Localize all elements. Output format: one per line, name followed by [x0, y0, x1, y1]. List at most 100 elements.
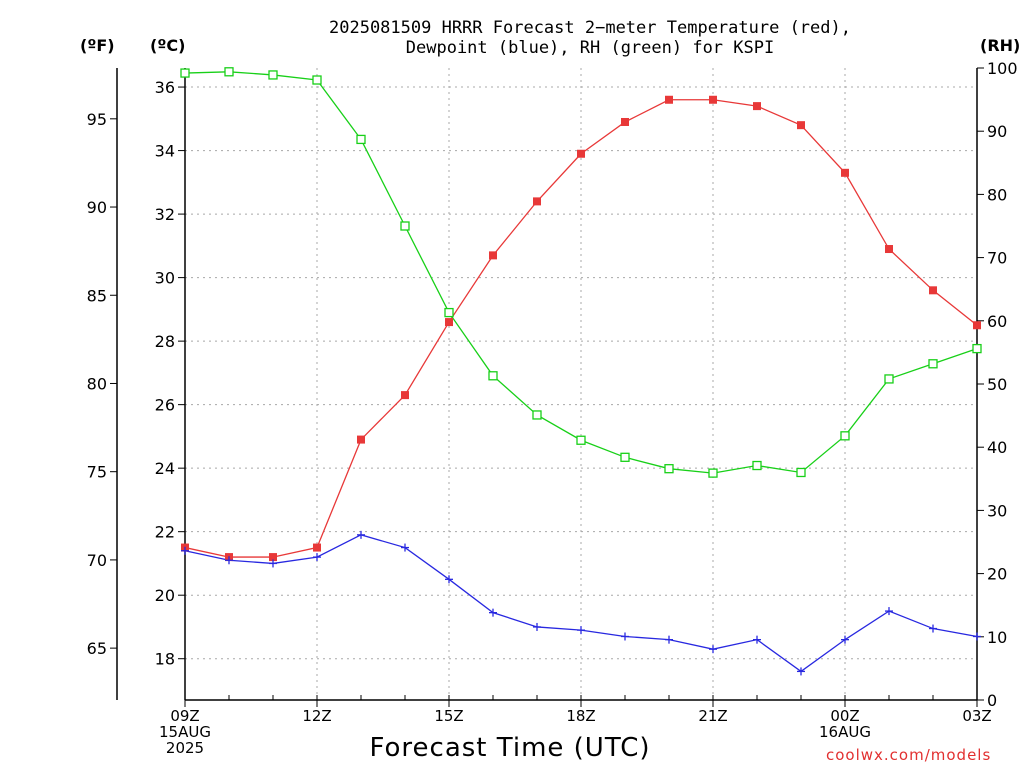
fahrenheit-tick-label: 85: [87, 286, 107, 305]
rh-point: [620, 452, 630, 462]
temperature-point: [885, 245, 893, 254]
rh-point: [928, 359, 938, 369]
rh-tick-label: 60: [987, 312, 1007, 331]
x-tick-label: 00Z: [830, 707, 859, 725]
celsius-tick-label: 36: [155, 78, 175, 97]
dewpoint-point: [489, 608, 497, 617]
rh-point: [532, 410, 542, 420]
rh-point: [664, 464, 674, 474]
celsius-tick-label: 32: [155, 205, 175, 224]
x-tick-label: 15Z: [434, 707, 463, 725]
temperature-point: [841, 168, 849, 177]
dewpoint-point: [753, 635, 761, 644]
rh-point: [884, 374, 894, 384]
dewpoint-point: [929, 624, 937, 633]
temperature-point: [445, 318, 453, 327]
dewpoint-point: [533, 622, 541, 631]
rh-point: [840, 431, 850, 441]
rh-tick-label: 10: [987, 628, 1007, 647]
dewpoint-point: [225, 556, 233, 565]
dewpoint-point: [841, 635, 849, 644]
x-tick-label: 12Z: [302, 707, 331, 725]
rh-tick-label: 70: [987, 249, 1007, 268]
celsius-tick-label: 34: [155, 142, 175, 161]
grid-lines: [185, 68, 977, 700]
celsius-tick-label: 30: [155, 269, 175, 288]
temperature-point: [929, 286, 937, 295]
credit-link[interactable]: coolwx.com/models: [826, 746, 992, 764]
series-markers: [180, 67, 982, 676]
series-lines: [184, 71, 978, 673]
rh-point: [488, 371, 498, 381]
temperature-point: [357, 435, 365, 444]
fahrenheit-tick-label: 95: [87, 110, 107, 129]
dewpoint-point: [357, 530, 365, 539]
celsius-tick-label: 24: [155, 459, 175, 478]
dewpoint-point: [621, 632, 629, 641]
dewpoint-point: [973, 632, 981, 641]
dewpoint-point: [445, 575, 453, 584]
rh-point: [180, 68, 190, 78]
rh-point: [708, 468, 718, 478]
temperature-point: [621, 117, 629, 126]
dewpoint-point: [665, 635, 673, 644]
tick-labels: 18 20 22 24 26 28 30 32 34 36 65 70 75 80 85 90 95 0 10 20 3…: [87, 59, 1018, 757]
rh-point: [444, 307, 454, 318]
rh-point: [312, 75, 322, 85]
x-tick-label: 09Z: [170, 707, 199, 725]
rh-point: [400, 221, 410, 231]
temperature-point: [709, 95, 717, 104]
dewpoint-point: [577, 626, 585, 635]
rh-point: [752, 460, 762, 471]
x-tick-label: 15AUG: [159, 723, 211, 741]
rh-tick-label: 50: [987, 375, 1007, 394]
rh-point: [224, 67, 234, 77]
rh-unit-label: (RH): [980, 36, 1021, 55]
rh-tick-label: 30: [987, 501, 1007, 520]
rh-tick-label: 100: [987, 59, 1018, 78]
chart-title: 2025081509 HRRR Forecast 2−meter Tempera…: [270, 18, 910, 58]
temperature-point: [401, 391, 409, 400]
x-tick-label: 21Z: [698, 707, 727, 725]
temperature-point: [753, 102, 761, 111]
celsius-tick-label: 22: [155, 523, 175, 542]
rh-point: [972, 343, 982, 354]
dewpoint-point: [269, 559, 277, 568]
rh-tick-label: 80: [987, 185, 1007, 204]
rh-tick-label: 90: [987, 122, 1007, 141]
fahrenheit-unit-label: (ºF): [80, 36, 115, 55]
rh-point: [268, 70, 278, 80]
rh-point: [356, 134, 366, 145]
fahrenheit-tick-label: 70: [87, 551, 107, 570]
rh-tick-label: 0: [987, 691, 997, 710]
dewpoint-point: [313, 553, 321, 562]
fahrenheit-tick-label: 75: [87, 463, 107, 482]
fahrenheit-tick-label: 80: [87, 374, 107, 393]
fahrenheit-tick-label: 65: [87, 639, 107, 658]
rh-point: [576, 435, 586, 445]
rh-tick-label: 40: [987, 438, 1007, 457]
temperature-point: [313, 543, 321, 552]
celsius-tick-label: 28: [155, 332, 175, 351]
axes: [110, 67, 984, 707]
celsius-tick-label: 26: [155, 396, 175, 415]
x-axis-label: Forecast Time (UTC): [369, 733, 651, 763]
x-tick-label: 18Z: [566, 707, 595, 725]
chart-title-line-1: 2025081509 HRRR Forecast 2−meter Tempera…: [329, 18, 851, 38]
rh-tick-label: 20: [987, 565, 1007, 584]
celsius-tick-label: 20: [155, 586, 175, 605]
dewpoint-point: [181, 546, 189, 555]
x-tick-label: 2025: [166, 739, 204, 757]
dewpoint-point: [401, 543, 409, 552]
chart-title-line-2: Dewpoint (blue), RH (green) for KSPI: [405, 38, 775, 58]
celsius-unit-label: (ºC): [150, 36, 186, 55]
temperature-point: [797, 121, 805, 130]
celsius-tick-label: 18: [155, 650, 175, 669]
dewpoint-point: [885, 607, 893, 616]
temperature-point: [269, 553, 277, 562]
temperature-point: [533, 197, 541, 206]
rh-point: [796, 467, 806, 478]
dewpoint-point: [709, 645, 717, 654]
x-tick-label: 03Z: [962, 707, 991, 725]
